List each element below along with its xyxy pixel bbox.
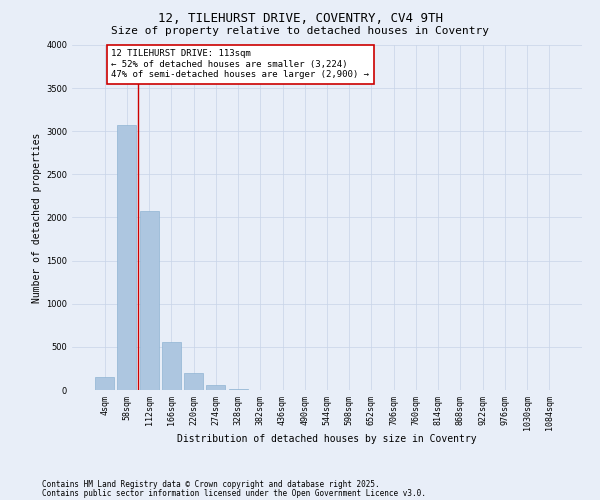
Bar: [184, 373, 203, 390]
Bar: [206, 386, 225, 390]
Text: 12, TILEHURST DRIVE, COVENTRY, CV4 9TH: 12, TILEHURST DRIVE, COVENTRY, CV4 9TH: [157, 12, 443, 26]
Text: Contains public sector information licensed under the Open Government Licence v3: Contains public sector information licen…: [42, 488, 426, 498]
Bar: [229, 389, 248, 390]
Text: 12 TILEHURST DRIVE: 113sqm
← 52% of detached houses are smaller (3,224)
47% of s: 12 TILEHURST DRIVE: 113sqm ← 52% of deta…: [112, 50, 370, 79]
Bar: [118, 125, 136, 390]
Y-axis label: Number of detached properties: Number of detached properties: [32, 132, 42, 302]
X-axis label: Distribution of detached houses by size in Coventry: Distribution of detached houses by size …: [177, 434, 477, 444]
Bar: [162, 342, 181, 390]
Bar: [140, 212, 158, 390]
Text: Size of property relative to detached houses in Coventry: Size of property relative to detached ho…: [111, 26, 489, 36]
Bar: [95, 377, 114, 390]
Text: Contains HM Land Registry data © Crown copyright and database right 2025.: Contains HM Land Registry data © Crown c…: [42, 480, 380, 489]
